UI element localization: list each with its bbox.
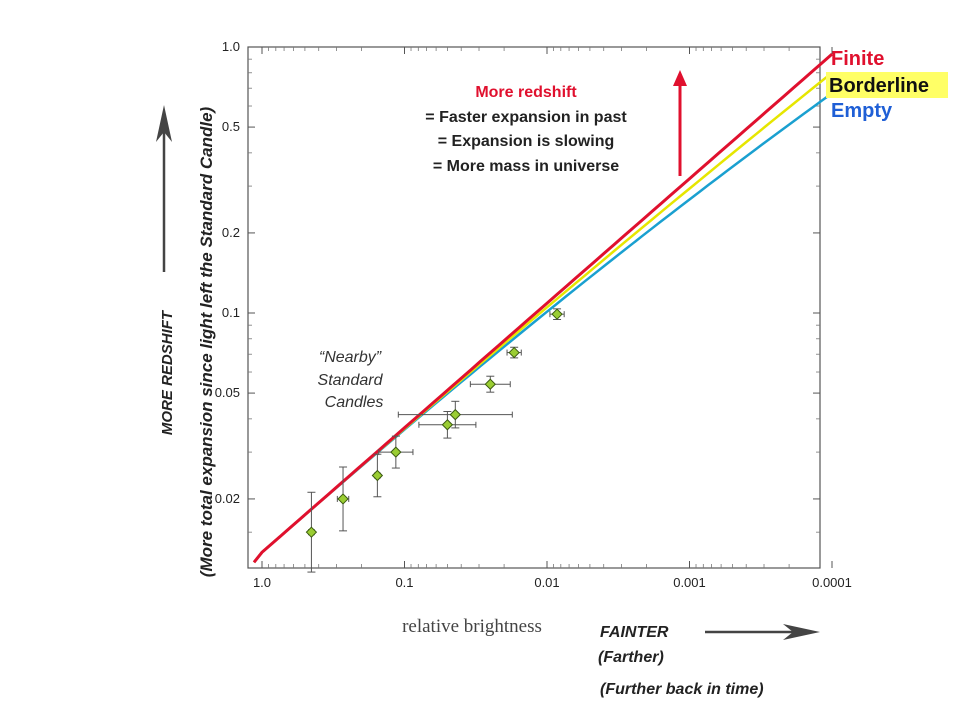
further-back-label: (Further back in time) [600, 681, 764, 698]
point-marker [305, 526, 318, 538]
data-point [371, 453, 384, 498]
legend-finite: Finite [831, 48, 884, 70]
model-lines [252, 52, 833, 564]
model-line-finite [252, 52, 833, 564]
x-tick-label: 0.1 [395, 575, 413, 590]
point-marker [441, 419, 454, 431]
data-points [305, 308, 565, 573]
farther-label: (Farther) [598, 649, 664, 666]
fainter-right-arrow [705, 624, 820, 640]
axis-ticks: 1.0 0.1 0.01 0.001 0.0001 1.0 0.5 0.2 0.1 0.05 0.0… [215, 39, 852, 590]
point-marker [390, 446, 402, 458]
data-point [305, 491, 318, 573]
y-tick-label: 0.2 [222, 225, 240, 240]
data-point [378, 435, 414, 469]
more-redshift-label: MORE REDSHIFT [159, 309, 176, 435]
legend-borderline: Borderline [829, 75, 929, 97]
point-marker [337, 493, 349, 505]
x-tick-label: 0.0001 [812, 575, 852, 590]
y-axis-label: (More total expansion since light left t… [197, 106, 216, 577]
annotation-line-2: = Faster expansion in past [425, 109, 627, 126]
fainter-label: FAINTER [600, 624, 669, 641]
annotation-line-4: = More mass in universe [433, 158, 619, 175]
redshift-up-arrow [156, 105, 172, 272]
annotation-line-1: More redshift [475, 84, 577, 101]
x-axis-label: relative brightness [402, 616, 542, 637]
y-tick-label: 0.02 [215, 491, 240, 506]
y-tick-label: 0.05 [215, 385, 240, 400]
plot-frame [247, 46, 821, 569]
x-tick-label: 0.01 [534, 575, 559, 590]
red-up-arrow [673, 70, 687, 176]
annotation-line-3: = Expansion is slowing [438, 133, 614, 150]
plot-border [247, 46, 821, 569]
point-marker [551, 308, 563, 320]
data-point [336, 466, 350, 532]
y-tick-label: 1.0 [222, 39, 240, 54]
data-point [506, 346, 522, 359]
legend-empty: Empty [831, 100, 893, 122]
data-point [418, 410, 477, 439]
point-marker [449, 408, 462, 421]
data-point [549, 308, 565, 320]
x-tick-label: 1.0 [253, 575, 271, 590]
nearby-label-1: “Nearby” [319, 349, 382, 366]
nearby-label-2: Standard [318, 372, 384, 389]
data-point [397, 400, 513, 429]
y-tick-label: 0.5 [222, 119, 240, 134]
point-marker [508, 346, 520, 359]
data-point [469, 375, 511, 393]
legend-borderline-bg [826, 72, 948, 98]
point-marker [484, 378, 497, 390]
nearby-label-3: Candles [325, 394, 384, 411]
point-marker [371, 469, 384, 482]
x-tick-label: 0.001 [673, 575, 706, 590]
y-tick-label: 0.1 [222, 305, 240, 320]
